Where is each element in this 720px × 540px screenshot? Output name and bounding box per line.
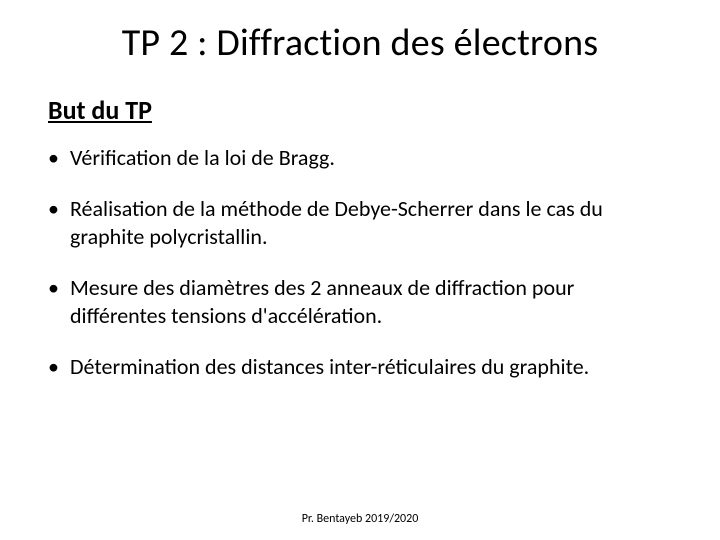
slide-title: TP 2 : Diffraction des électrons <box>48 20 672 66</box>
bullet-list: Vérification de la loi de Bragg. Réalisa… <box>48 144 672 382</box>
list-item: Vérification de la loi de Bragg. <box>48 144 672 173</box>
list-item: Détermination des distances inter-réticu… <box>48 353 672 382</box>
list-item: Mesure des diamètres des 2 anneaux de di… <box>48 274 672 331</box>
footer-text: Pr. Bentayeb 2019/2020 <box>0 512 720 526</box>
list-item: Réalisation de la méthode de Debye-Scher… <box>48 195 672 252</box>
section-subtitle: But du TP <box>48 94 672 126</box>
slide: TP 2 : Diffraction des électrons But du … <box>0 0 720 540</box>
